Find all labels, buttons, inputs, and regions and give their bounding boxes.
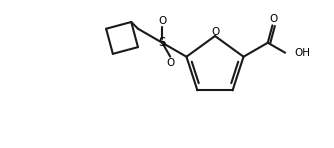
Text: OH: OH bbox=[294, 48, 310, 58]
Text: O: O bbox=[166, 58, 174, 68]
Text: O: O bbox=[211, 26, 219, 37]
Text: O: O bbox=[158, 16, 166, 26]
Text: S: S bbox=[159, 36, 166, 49]
Text: O: O bbox=[269, 14, 278, 24]
